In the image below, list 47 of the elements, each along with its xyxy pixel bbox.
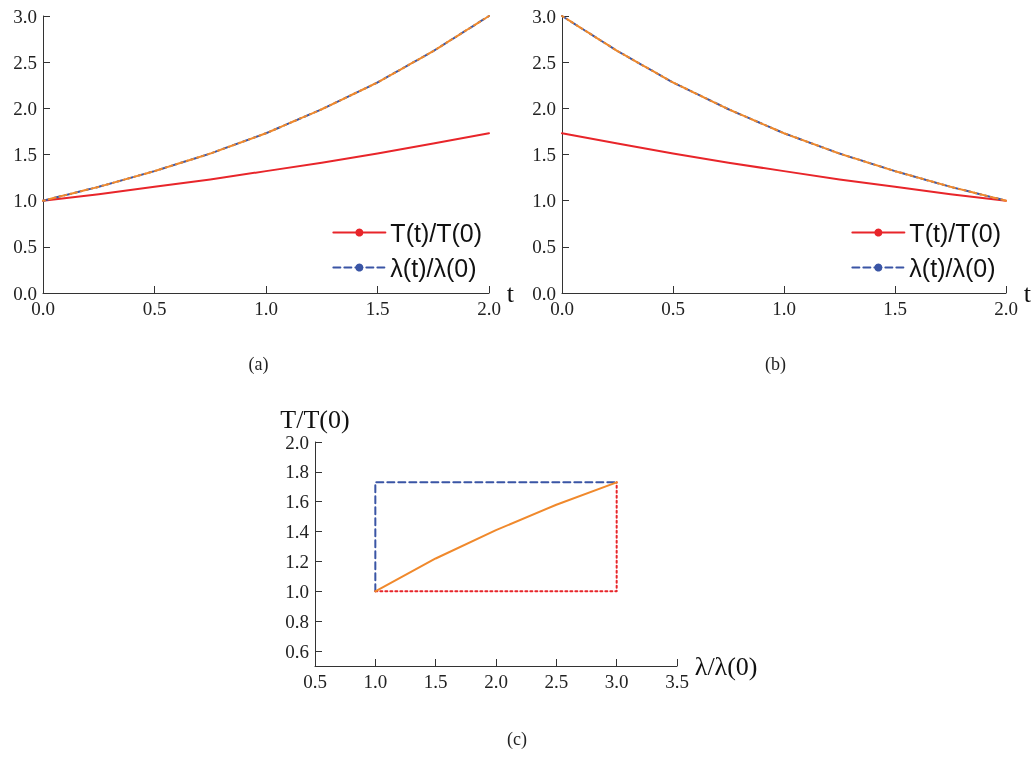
y-tick-label: 0.5 [13,236,37,258]
x-tick-label: 3.5 [665,671,689,692]
y-axis-title: T/T(0) [280,404,350,434]
y-tick-label: 2.5 [532,51,556,73]
y-tick-label: 1.0 [13,190,37,212]
x-axis-title: λ/λ(0) [694,651,758,681]
x-tick-label: 1.5 [365,298,390,319]
x-tick-label: 2.0 [484,671,508,692]
x-tick-label: 1.5 [423,671,448,692]
x-axis-title: t [1023,278,1032,308]
y-tick-label: 1.2 [285,550,309,572]
y-tick-label: 2.5 [13,51,37,73]
x-tick-label: 2.0 [477,298,501,319]
y-tick-label: 1.0 [285,580,309,602]
x-axis-title: t [506,278,515,308]
y-tick-label: 3.0 [532,5,556,27]
legend-label: λ(t)/λ(0) [390,253,477,282]
line-series [42,15,490,202]
y-tick-label: 1.5 [13,144,37,165]
x-tick-label: 1.0 [363,671,388,692]
y-tick-label: 1.6 [285,491,309,513]
x-tick-label: 0.5 [303,671,327,692]
y-tick-label: 2.0 [532,97,556,119]
legend-label: T(t)/T(0) [390,218,482,247]
line-series [561,15,1007,202]
x-tick-label: 3.0 [604,671,629,692]
y-tick-label: 1.0 [532,190,556,212]
x-tick-label: 0.5 [142,298,167,319]
y-tick-label: 1.5 [532,144,556,165]
x-tick-label: 1.0 [254,298,278,319]
y-tick-label: 2.0 [13,97,37,119]
x-tick-label: 1.0 [772,298,796,319]
y-tick-label: 0.5 [532,236,556,258]
y-tick-label: 2.0 [285,431,309,453]
y-tick-label: 3.0 [13,5,37,27]
text: (c) [507,729,527,750]
y-tick-label: 0.6 [285,640,309,662]
y-tick-label: 1.8 [285,461,309,483]
x-tick-label: 1.5 [883,298,907,319]
x-tick-label: 2.0 [994,298,1018,319]
legend-label: λ(t)/λ(0) [909,253,996,282]
x-tick-label: 0.5 [661,298,685,319]
text: (a) [248,354,269,375]
text: (b) [765,354,787,375]
y-tick-label: 0.8 [285,610,309,632]
y-tick-label: 1.4 [285,521,310,543]
legend-label: T(t)/T(0) [909,218,1001,247]
